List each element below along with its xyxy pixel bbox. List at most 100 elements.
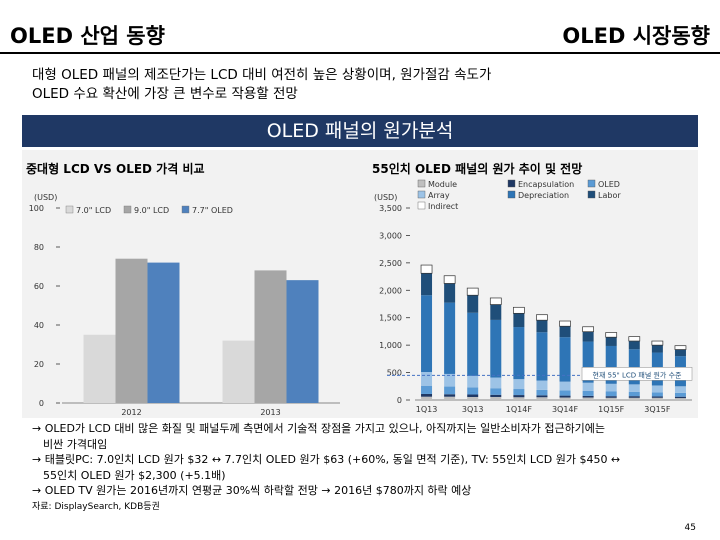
right-bar-segment xyxy=(674,396,686,399)
right-bar-segment xyxy=(490,394,502,397)
right-bar-segment xyxy=(628,341,640,350)
right-bar-segment xyxy=(628,397,640,400)
right-bar-segment xyxy=(444,396,456,400)
right-bar-segment xyxy=(674,349,686,357)
right-legend-label: Indirect xyxy=(428,202,458,211)
right-bar-segment xyxy=(536,397,548,400)
right-bar-segment xyxy=(513,306,525,314)
right-bar-segment xyxy=(674,398,686,400)
right-bar-segment xyxy=(651,345,663,353)
right-bar-segment xyxy=(444,302,456,374)
left-bar xyxy=(254,270,287,403)
right-bar-segment xyxy=(605,332,618,338)
left-bar xyxy=(286,280,319,403)
right-bar-segment xyxy=(628,336,641,342)
left-bar xyxy=(147,262,180,403)
subtitle-line-2: OLED 수요 확산에 가장 큰 변수로 작용할 전망 xyxy=(32,86,298,102)
left-bar xyxy=(83,334,116,403)
left-bar xyxy=(222,340,255,403)
right-bar-segment xyxy=(513,389,525,396)
right-bar-segment xyxy=(467,312,479,376)
right-bar-segment xyxy=(467,387,479,395)
right-bar-segment xyxy=(674,392,686,397)
left-legend-label: 9.0" LCD xyxy=(134,206,169,215)
note-line-4: 55인치 OLED 원가 $2,300 (+5.1배) xyxy=(43,468,226,482)
right-bar-segment xyxy=(421,295,433,373)
left-x-tick-label: 2013 xyxy=(260,408,280,417)
right-bar-segment xyxy=(582,397,594,400)
right-legend-swatch xyxy=(507,179,516,188)
right-bar-segment xyxy=(536,314,548,321)
right-bar-segment xyxy=(582,331,594,342)
right-x-tick-label: 1Q15F xyxy=(598,405,625,414)
left-y-tick-label: 100 xyxy=(29,204,44,213)
right-bar-segment xyxy=(444,283,456,303)
right-x-tick-label: 1Q13 xyxy=(416,405,438,414)
right-bar-segment xyxy=(559,320,571,327)
right-y-tick-label: 500 xyxy=(387,369,402,378)
right-bar-segment xyxy=(421,393,433,397)
right-bar-segment xyxy=(421,372,433,386)
right-y-tick-label: 1,000 xyxy=(379,341,402,350)
right-y-tick-label: 3,000 xyxy=(379,231,402,240)
left-legend-swatch xyxy=(181,205,190,214)
right-bar-segment xyxy=(467,396,479,400)
right-bar-segment xyxy=(651,392,663,397)
right-bar-segment xyxy=(559,326,571,338)
right-y-unit-label: (USD) xyxy=(374,193,397,202)
right-bar-segment xyxy=(421,385,433,394)
page-number: 45 xyxy=(684,523,696,533)
right-legend-swatch xyxy=(507,190,516,199)
right-x-tick-label: 3Q14F xyxy=(552,405,579,414)
subtitle: 대형 OLED 패널의 제조단가는 LCD 대비 여전히 높은 상황이며, 원가… xyxy=(32,66,702,104)
right-legend-label: Array xyxy=(428,191,450,200)
right-y-tick-label: 1,500 xyxy=(379,314,402,323)
right-legend-swatch xyxy=(417,190,426,199)
right-bar-segment xyxy=(490,396,502,400)
left-legend-swatch xyxy=(123,205,132,214)
right-legend-swatch xyxy=(417,179,426,188)
right-reference-label: 현재 55" LCD 패널 원가 수준 xyxy=(593,370,683,379)
right-bar-segment xyxy=(536,332,548,381)
right-legend-label: Depreciation xyxy=(518,191,569,200)
right-bar-segment xyxy=(582,395,594,398)
right-bar-segment xyxy=(467,394,479,397)
right-bar-segment xyxy=(513,397,525,400)
left-y-unit-label: (USD) xyxy=(34,193,57,202)
right-bar-segment xyxy=(466,287,479,296)
right-bar-segment xyxy=(605,345,617,384)
right-bar-segment xyxy=(420,264,433,274)
right-bar-segment xyxy=(559,397,571,400)
right-bar-segment xyxy=(536,395,548,398)
right-bar-segment xyxy=(513,327,525,380)
right-bar-segment xyxy=(674,386,686,393)
right-y-tick-label: 2,500 xyxy=(379,259,402,268)
subtitle-line-1: 대형 OLED 패널의 제조단가는 LCD 대비 여전히 높은 상황이며, 원가… xyxy=(32,67,492,83)
right-x-tick-label: 1Q14F xyxy=(506,405,533,414)
left-legend-label: 7.0" LCD xyxy=(76,206,111,215)
right-y-tick-label: 3,500 xyxy=(379,204,402,213)
note-line-1: → OLED가 LCD 대비 많은 화질 및 패널두께 측면에서 기술적 장점을… xyxy=(32,422,606,435)
right-bar-segment xyxy=(559,390,571,396)
right-bar-segment xyxy=(490,304,502,320)
right-bar-segment xyxy=(536,389,548,396)
cost-trend-chart: (USD) 0 500 1,000 1,500 2,000 2,500 3,000 3,500 M… xyxy=(374,179,693,414)
header-divider xyxy=(0,52,720,54)
note-line-2: 비싼 가격대임 xyxy=(43,437,108,451)
right-bar-segment xyxy=(513,379,525,390)
section-banner: OLED 패널의 원가분석 xyxy=(22,115,698,147)
right-bar-segment xyxy=(605,337,617,346)
left-x-tick-label: 2012 xyxy=(121,408,141,417)
right-bar-segment xyxy=(582,390,594,396)
right-y-tick-label: 0 xyxy=(397,396,402,405)
right-bar-segment xyxy=(651,385,663,393)
right-bar-segment xyxy=(443,275,456,284)
note-line-3: → 태블릿PC: 7.0인치 LCD 원가 $32 ↔ 7.7인치 OLED 원… xyxy=(32,453,621,466)
right-bar-segment xyxy=(651,396,663,398)
right-bar-segment xyxy=(605,391,617,397)
right-legend-label: Labor xyxy=(598,191,621,200)
right-bar-segment xyxy=(444,394,456,397)
right-bar-segment xyxy=(559,381,571,391)
right-bar-segment xyxy=(605,383,617,392)
right-bar-segment xyxy=(536,320,548,333)
